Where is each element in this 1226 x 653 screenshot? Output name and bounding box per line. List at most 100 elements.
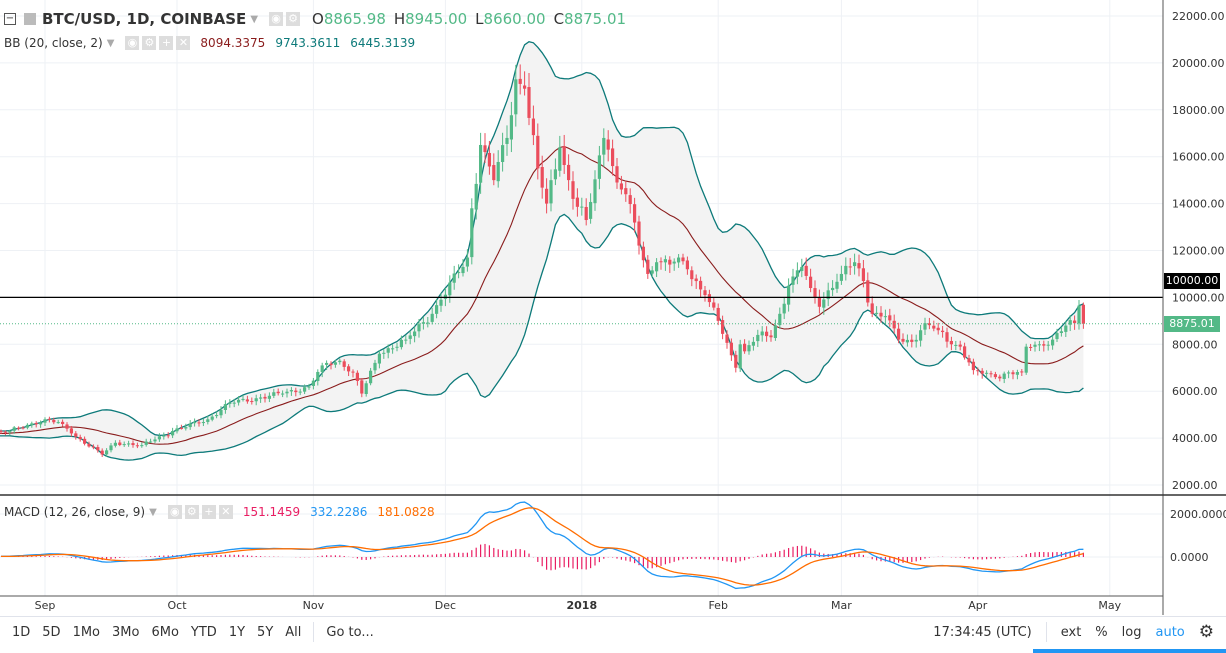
chevron-down-icon[interactable]: ▼	[149, 506, 157, 518]
macd-pane[interactable]	[0, 501, 1085, 590]
candle-body	[435, 305, 439, 314]
high-value: 8945.00	[405, 10, 468, 28]
gear-icon[interactable]: ⚙	[184, 505, 199, 519]
gear-icon[interactable]: ⚙	[142, 36, 157, 50]
candle-body	[619, 183, 623, 190]
candle-body	[1051, 339, 1055, 346]
candle-body	[56, 422, 60, 424]
candle-body	[184, 427, 188, 429]
candle-body	[1037, 344, 1041, 346]
candle-body	[558, 147, 562, 171]
close-icon[interactable]: ✕	[218, 505, 233, 519]
candle-body	[580, 206, 584, 208]
bb-label[interactable]: BB (20, close, 2)	[4, 36, 103, 50]
candle-body	[985, 372, 989, 374]
price-pane[interactable]	[0, 40, 1163, 461]
candle-body	[949, 340, 953, 345]
price-axis-label: 14000.00	[1172, 198, 1225, 211]
candle-body	[888, 315, 892, 321]
candle-body	[989, 373, 993, 375]
candle-body	[545, 188, 549, 204]
candle-body	[694, 278, 698, 282]
range-6mo[interactable]: 6Mo	[151, 624, 179, 640]
candle-body	[505, 137, 509, 144]
candle-body	[848, 266, 852, 268]
candle-body	[721, 320, 725, 334]
candle-body	[927, 323, 931, 326]
auto-toggle[interactable]: auto	[1155, 624, 1185, 640]
eye-icon[interactable]: ◉	[269, 12, 284, 26]
candle-body	[492, 165, 496, 181]
candle-body	[743, 343, 747, 352]
percent-toggle[interactable]: %	[1095, 624, 1108, 640]
plus-icon[interactable]: +	[159, 36, 174, 50]
candle-body	[1055, 333, 1059, 340]
plus-icon[interactable]: +	[201, 505, 216, 519]
range-3mo[interactable]: 3Mo	[112, 624, 140, 640]
candle-body	[153, 439, 157, 442]
candle-body	[118, 442, 122, 446]
candle-body	[703, 290, 707, 296]
candle-body	[923, 323, 927, 330]
candle-body	[910, 339, 914, 342]
range-5y[interactable]: 5Y	[257, 624, 274, 640]
symbol-title[interactable]: BTC/USD, 1D, COINBASE	[42, 10, 247, 28]
range-5d[interactable]: 5D	[42, 624, 61, 640]
candle-body	[650, 270, 654, 274]
candle-body	[479, 144, 483, 183]
candle-body	[369, 370, 373, 384]
candle-body	[589, 201, 593, 219]
candle-body	[289, 390, 293, 392]
candle-body	[470, 208, 474, 258]
range-all[interactable]: All	[285, 624, 302, 640]
range-ytd[interactable]: YTD	[190, 624, 217, 640]
candle-body	[1064, 325, 1068, 332]
macd-label[interactable]: MACD (12, 26, close, 9)	[4, 505, 146, 519]
candle-body	[646, 259, 650, 274]
collapse-icon[interactable]: −	[4, 13, 16, 25]
price-axis-label: 6000.00	[1172, 385, 1218, 398]
candle-body	[597, 155, 601, 179]
chevron-down-icon[interactable]: ▼	[106, 37, 115, 49]
candle-body	[659, 261, 663, 263]
candle-body	[1042, 344, 1046, 346]
candle-body	[729, 342, 733, 356]
candle-body	[259, 397, 263, 399]
eye-icon[interactable]: ◉	[167, 505, 182, 519]
price-axis-label: 22000.00	[1172, 10, 1225, 23]
candle-body	[61, 421, 65, 425]
goto-button[interactable]: Go to...	[326, 624, 374, 640]
macd-line-value: 332.2286	[310, 505, 368, 519]
candle-body	[25, 424, 29, 428]
bb-lower-value: 6445.3139	[350, 36, 416, 50]
candle-body	[21, 427, 25, 429]
close-icon[interactable]: ✕	[176, 36, 191, 50]
open-label: O	[312, 10, 324, 28]
eye-icon[interactable]: ◉	[125, 36, 140, 50]
price-axis-label: 2000.00	[1172, 479, 1218, 492]
gear-icon[interactable]: ⚙	[1198, 622, 1214, 642]
candle-body	[804, 265, 808, 276]
candle-body	[245, 399, 249, 402]
candle-body	[575, 197, 579, 207]
chevron-down-icon[interactable]: ▼	[250, 13, 259, 25]
ext-toggle[interactable]: ext	[1060, 624, 1082, 640]
candle-body	[465, 257, 469, 267]
log-toggle[interactable]: log	[1121, 624, 1142, 640]
range-1mo[interactable]: 1Mo	[72, 624, 101, 640]
candle-body	[976, 370, 980, 372]
price-axis-label: 8000.00	[1172, 338, 1218, 351]
candle-body	[905, 339, 909, 343]
candle-body	[800, 266, 804, 271]
candle-body	[531, 118, 535, 136]
clock[interactable]: 17:34:45 (UTC)	[933, 624, 1032, 640]
candle-body	[527, 87, 531, 118]
gear-icon[interactable]: ⚙	[286, 12, 301, 26]
range-1y[interactable]: 1Y	[228, 624, 246, 640]
candle-body	[813, 288, 817, 298]
macd-line	[1, 501, 1084, 590]
range-1d[interactable]: 1D	[12, 624, 31, 640]
candle-body	[373, 362, 377, 371]
candle-body	[1073, 320, 1077, 324]
